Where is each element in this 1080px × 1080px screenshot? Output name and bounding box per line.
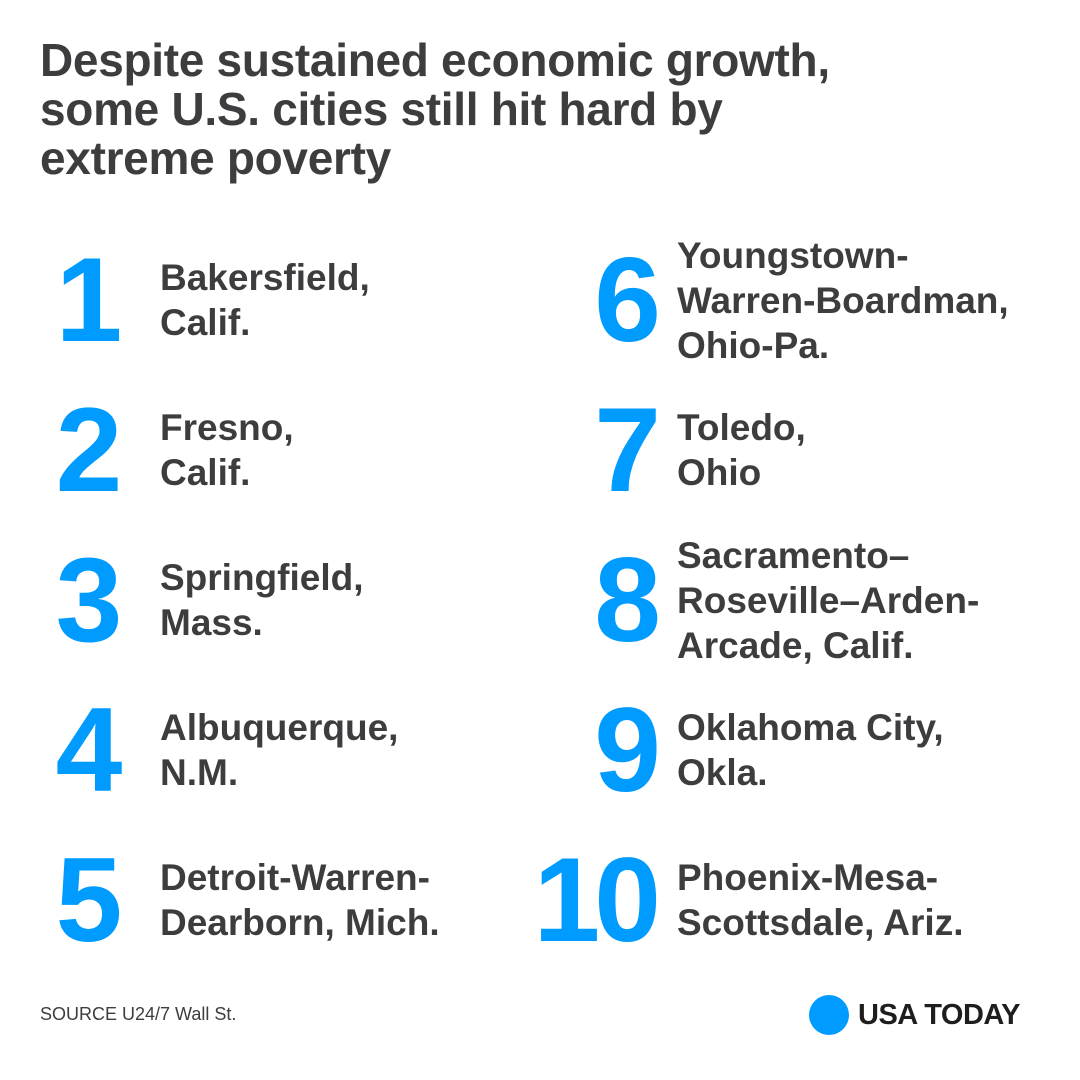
city-name: Toledo, Ohio bbox=[677, 405, 806, 495]
city-name: Youngstown- Warren-Boardman, Ohio-Pa. bbox=[677, 233, 1009, 368]
city-line: Okla. bbox=[677, 752, 768, 793]
city-line: Sacramento– bbox=[677, 534, 910, 576]
list-item: 5 Detroit-Warren- Dearborn, Mich. bbox=[26, 825, 440, 975]
city-name: Detroit-Warren- Dearborn, Mich. bbox=[160, 855, 440, 945]
list-item: 9 Oklahoma City, Okla. bbox=[505, 675, 944, 825]
city-line: Phoenix-Mesa- bbox=[677, 857, 939, 898]
brand-name: USA TODAY bbox=[858, 998, 1021, 1031]
city-line: Toledo, bbox=[677, 407, 806, 448]
city-line: Calif. bbox=[160, 452, 251, 493]
city-name: Albuquerque, N.M. bbox=[160, 705, 398, 795]
rank-number: 5 bbox=[55, 833, 123, 967]
city-line: Bakersfield, bbox=[160, 257, 370, 298]
city-line: Oklahoma City, bbox=[677, 707, 944, 748]
title-line: extreme poverty bbox=[40, 132, 391, 184]
list-item: 8 Sacramento– Roseville–Arden- Arcade, Cali… bbox=[505, 525, 979, 675]
city-name: Springfield, Mass. bbox=[160, 555, 364, 645]
list-item: 6 Youngstown- Warren-Boardman, Ohio-Pa. bbox=[505, 225, 1009, 375]
city-name: Oklahoma City, Okla. bbox=[677, 705, 944, 795]
rank-number: 6 bbox=[594, 233, 661, 367]
rank-number: 2 bbox=[55, 383, 123, 517]
title-line: Despite sustained economic growth, bbox=[40, 34, 830, 86]
city-line: Warren-Boardman, bbox=[677, 279, 1009, 321]
list-item: 2 Fresno, Calif. bbox=[26, 375, 294, 525]
city-line: Arcade, Calif. bbox=[677, 624, 914, 666]
city-line: Albuquerque, bbox=[160, 707, 399, 748]
rank-number: 3 bbox=[55, 533, 123, 667]
rank-number: 8 bbox=[594, 533, 661, 667]
title: Despite sustained economic growth, some U… bbox=[40, 36, 830, 183]
city-line: Fresno, bbox=[160, 407, 294, 448]
title-line: some U.S. cities still hit hard by bbox=[40, 83, 723, 135]
city-name: Bakersfield, Calif. bbox=[160, 255, 370, 345]
brand-logo: USA TODAY bbox=[809, 995, 1021, 1035]
city-line: Detroit-Warren- bbox=[160, 857, 430, 898]
rank-number: 4 bbox=[55, 683, 123, 817]
logo-dot bbox=[809, 995, 849, 1035]
city-name: Sacramento– Roseville–Arden- Arcade, Calif… bbox=[677, 533, 979, 668]
city-line: Roseville–Arden- bbox=[677, 579, 980, 621]
city-line: Mass. bbox=[160, 602, 263, 643]
city-line: Dearborn, Mich. bbox=[160, 902, 440, 943]
rank-number: 1 bbox=[55, 233, 123, 367]
rank-number: 7 bbox=[594, 383, 661, 517]
city-line: Ohio-Pa. bbox=[677, 324, 830, 366]
list-item: 7 Toledo, Ohio bbox=[505, 375, 806, 525]
city-line: Calif. bbox=[160, 302, 251, 343]
city-line: N.M. bbox=[160, 752, 239, 793]
rank-number: 9 bbox=[594, 683, 661, 817]
city-name: Fresno, Calif. bbox=[160, 405, 294, 495]
city-line: Youngstown- bbox=[677, 234, 909, 276]
list-item: 3 Springfield, Mass. bbox=[26, 525, 364, 675]
source: SOURCE U24/7 Wall St. bbox=[40, 1004, 237, 1024]
list-item: 4 Albuquerque, N.M. bbox=[26, 675, 399, 825]
city-line: Scottsdale, Ariz. bbox=[677, 902, 964, 943]
rank-number: 10 bbox=[533, 833, 661, 967]
city-line: Ohio bbox=[677, 452, 762, 493]
city-name: Phoenix-Mesa- Scottsdale, Ariz. bbox=[677, 855, 963, 945]
list-item: 1 Bakersfield, Calif. bbox=[26, 225, 370, 375]
list-item: 10 Phoenix-Mesa- Scottsdale, Ariz. bbox=[505, 825, 964, 975]
city-line: Springfield, bbox=[160, 557, 364, 598]
